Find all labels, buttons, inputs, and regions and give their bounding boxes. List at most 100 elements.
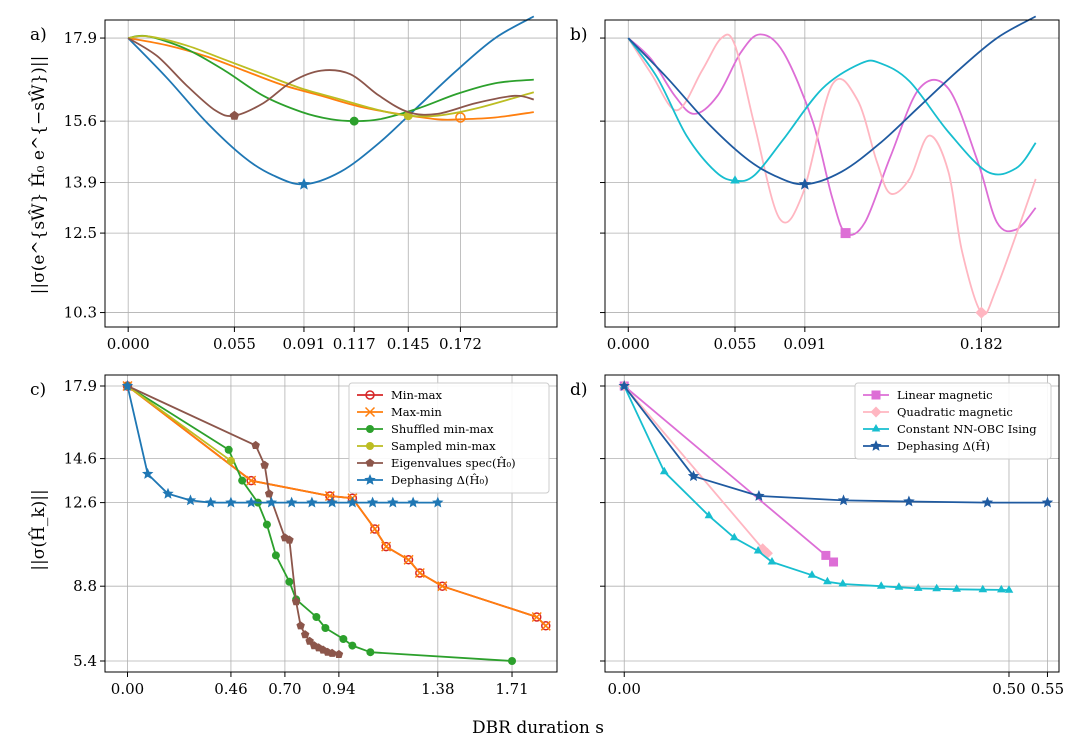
data-point-4-6 [291, 597, 301, 606]
data-point-2-1 [659, 466, 669, 475]
panel-c: 0.00 0.46 0.70 0.94 1.38 1.71 5.4 8.8 12.6 14.6 17… [30, 374, 558, 698]
data-point-2-5 [767, 557, 777, 565]
data-point-2-5 [271, 551, 280, 560]
data-point-4-5 [285, 535, 294, 544]
x-tick-label-2: 0.70 [268, 680, 301, 698]
legend-label-3: Dephasing Δ(Ĥ) [897, 439, 990, 453]
data-point-1-5 [381, 541, 392, 552]
y-tick-label-3: 15.6 [64, 112, 97, 130]
data-point-2-8 [838, 579, 848, 587]
series-line-2 [128, 34, 534, 123]
data-point-5-6 [245, 496, 257, 508]
data-point-5-3 [184, 494, 197, 506]
x-tick-label-1: 0.46 [214, 680, 247, 698]
data-point-5-1 [142, 468, 154, 479]
data-point-2-0 [730, 175, 740, 184]
data-point-0-5 [381, 541, 391, 552]
data-point-2-14 [978, 584, 988, 593]
data-point-3-0 [798, 177, 811, 190]
legend-swatch-marker-0 [365, 390, 375, 400]
data-point-2-15 [997, 584, 1006, 593]
data-point-0-0 [297, 177, 311, 190]
x-tick-label-1: 0.055 [213, 335, 256, 353]
data-point-1-4 [369, 523, 380, 535]
panel-d: 0.00 0.50 0.55 d) Linear magnetic Quadratic m… [570, 374, 1064, 698]
data-point-1-0 [975, 306, 988, 319]
data-point-0-7 [415, 568, 425, 578]
data-point-0-10 [541, 621, 551, 631]
panel-label: c) [30, 380, 46, 400]
data-point-0-2 [829, 557, 839, 567]
x-tick-label-5: 0.172 [439, 335, 482, 353]
data-point-1-10 [540, 620, 551, 631]
x-tick-label-0: 0.00 [608, 680, 641, 698]
y-tick-label-0: 10.3 [64, 304, 97, 322]
data-point-3-3 [837, 494, 850, 506]
data-point-5-2 [162, 487, 174, 499]
data-point-4-3 [264, 489, 274, 498]
data-point-2-13 [952, 584, 961, 592]
plot-frame [104, 19, 558, 328]
plot-frame [604, 19, 1060, 328]
data-point-2-3 [729, 532, 739, 541]
data-point-3-1 [687, 470, 700, 482]
legend-swatch-marker-0 [871, 390, 881, 400]
y-tick-label-4: 17.9 [64, 29, 97, 47]
data-point-5-4 [205, 496, 217, 508]
data-point-5-10 [326, 496, 338, 508]
data-point-2-6 [285, 577, 294, 586]
data-point-0-1 [821, 550, 831, 560]
legend-swatch-marker-4 [365, 458, 375, 467]
x-tick-label-2: 0.091 [783, 335, 826, 353]
x-tick-label-4: 1.38 [421, 680, 454, 698]
data-point-4-1 [251, 440, 260, 449]
data-point-0-0 [840, 228, 851, 239]
series-line-5 [126, 385, 438, 504]
data-point-2-12 [366, 648, 375, 657]
legend-swatch-marker-3 [870, 440, 882, 451]
legend-label-4: Eigenvalues spec(Ĥ₀) [391, 456, 516, 470]
legend-label-3: Sampled min-max [391, 439, 496, 453]
legend-label-0: Linear magnetic [897, 388, 993, 402]
x-tick-label-2: 0.091 [282, 335, 325, 353]
data-point-3-5 [981, 496, 994, 508]
legend-swatch-marker-2 [366, 425, 374, 433]
x-axis-label: DBR duration s [472, 718, 604, 738]
data-point-2-16 [1004, 585, 1014, 593]
x-tick-label-3: 0.117 [333, 335, 376, 353]
data-point-2-9 [321, 624, 330, 632]
data-point-2-13 [508, 657, 517, 665]
legend-swatch-marker-2 [871, 424, 881, 432]
plot-frame [104, 374, 558, 673]
legend-swatch-marker-1 [870, 406, 882, 418]
data-point-1-7 [414, 567, 425, 579]
data-point-5-13 [387, 496, 399, 508]
data-point-3-1 [226, 456, 235, 465]
series-line-1 [627, 33, 1037, 316]
data-point-4-2 [260, 460, 269, 469]
legend-label-1: Max-min [391, 405, 442, 419]
series-line-4 [127, 385, 340, 656]
legend-box [854, 382, 1052, 460]
data-point-4-15 [334, 649, 344, 658]
data-point-1-8 [437, 581, 448, 592]
panel-label: a) [30, 25, 47, 45]
x-tick-label-1: 0.50 [992, 680, 1025, 698]
x-tick-label-3: 0.94 [322, 680, 355, 698]
data-point-2-1 [224, 445, 233, 454]
y-axis-label-bottom: ||σ(Ĥ_k)|| [28, 489, 49, 570]
data-point-2-10 [339, 635, 348, 643]
panel-a: 0.000 0.055 0.091 0.117 0.145 0.172 10.3 12.5 13… [30, 15, 558, 353]
data-point-3-4 [903, 495, 915, 507]
series-line-2 [627, 37, 1037, 182]
data-point-3-6 [1041, 496, 1054, 508]
data-point-0-9 [532, 612, 542, 622]
x-tick-label-1: 0.055 [714, 335, 757, 353]
x-tick-label-0: 0.00 [111, 680, 144, 698]
data-point-0-6 [403, 555, 414, 565]
panel-label: d) [570, 380, 588, 400]
series-line-1 [623, 385, 769, 554]
data-point-5-8 [285, 496, 298, 508]
series-line-0 [127, 15, 535, 186]
data-point-2-11 [913, 583, 923, 591]
